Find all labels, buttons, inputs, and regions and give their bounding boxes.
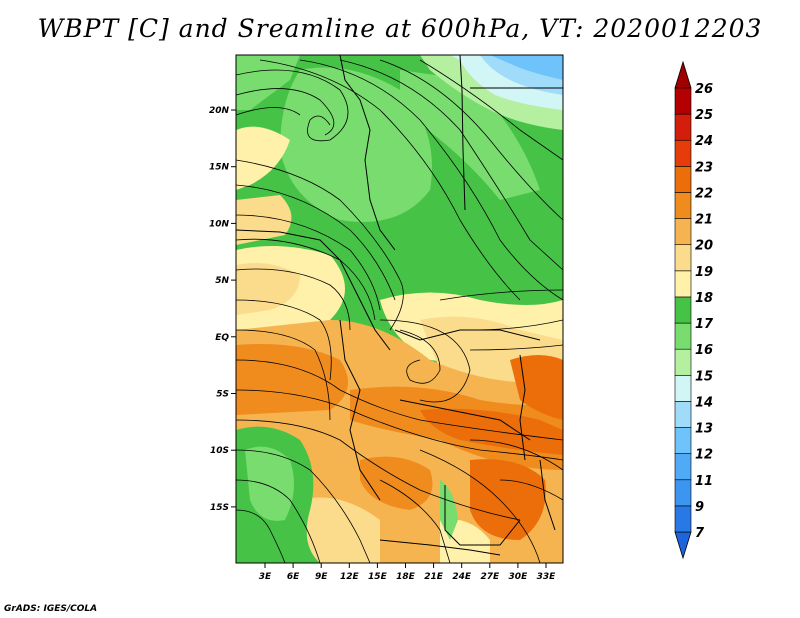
colorbar-label: 25 bbox=[695, 108, 713, 123]
colorbar-swatch bbox=[674, 113, 692, 141]
lon-tick-label: 33E bbox=[537, 572, 557, 582]
country-borders bbox=[236, 55, 563, 556]
colorbar-swatch bbox=[674, 244, 692, 272]
colorbar-label: 11 bbox=[695, 474, 713, 489]
lon-tick-label: 24E bbox=[452, 572, 472, 582]
colorbar-label: 24 bbox=[695, 134, 713, 149]
colorbar-label: 21 bbox=[695, 213, 713, 228]
chart-title: WBPT [C] and Sreamline at 600hPa, VT: 20… bbox=[37, 14, 763, 43]
colorbar-label: 12 bbox=[695, 448, 713, 463]
colorbar-swatch bbox=[674, 322, 692, 350]
colorbar: 7 9 11 12 13 14 15 16 17 18 19 20 21 22 23 24 25 26 bbox=[674, 60, 714, 560]
colorbar-label: 9 bbox=[695, 500, 704, 515]
colorbar-swatch bbox=[674, 479, 692, 507]
lon-tick-label: 30E bbox=[509, 572, 529, 582]
colorbar-label: 23 bbox=[695, 160, 713, 175]
colorbar-swatch bbox=[674, 139, 692, 167]
lon-axis: 3E 6E 9E 12E 15E 18E 21E 24E 27E 30E 33E bbox=[259, 563, 556, 582]
lon-tick-label: 9E bbox=[315, 572, 328, 582]
colorbar-label: 15 bbox=[695, 369, 713, 384]
colorbar-label: 14 bbox=[695, 395, 713, 410]
lon-tick-label: 21E bbox=[424, 572, 444, 582]
lat-tick-label: 10S bbox=[210, 446, 229, 456]
colorbar-label: 13 bbox=[695, 422, 713, 437]
lat-tick-label: EQ bbox=[215, 333, 229, 343]
colorbar-swatch bbox=[674, 348, 692, 376]
colorbar-swatch bbox=[674, 374, 692, 402]
colorbar-swatch bbox=[674, 296, 692, 324]
lon-tick-label: 15E bbox=[368, 572, 388, 582]
lat-tick-label: 5N bbox=[215, 276, 229, 286]
colorbar-label: 22 bbox=[695, 186, 713, 201]
colorbar-label: 16 bbox=[695, 343, 713, 358]
lon-tick-label: 3E bbox=[259, 572, 272, 582]
colorbar-swatch bbox=[674, 87, 692, 115]
lat-axis: 20N 15N 10N 5N EQ 5S 10S 15S bbox=[209, 106, 236, 513]
colorbar-label: 20 bbox=[695, 239, 713, 254]
colorbar-label: 7 bbox=[695, 526, 705, 541]
lat-tick-label: 20N bbox=[209, 106, 230, 116]
colorbar-min-arrow bbox=[674, 531, 692, 560]
streamlines bbox=[236, 59, 563, 563]
map-field bbox=[236, 55, 563, 563]
colorbar-label: 26 bbox=[695, 82, 713, 97]
lon-tick-label: 6E bbox=[287, 572, 300, 582]
colorbar-label: 18 bbox=[695, 291, 713, 306]
map-frame bbox=[235, 54, 564, 564]
lat-tick-label: 5S bbox=[216, 390, 229, 400]
grads-credit: GrADS: IGES/COLA bbox=[4, 604, 98, 614]
colorbar-swatch bbox=[674, 453, 692, 481]
colorbar-swatch bbox=[674, 166, 692, 193]
lon-tick-label: 18E bbox=[396, 572, 416, 582]
lat-tick-label: 15N bbox=[209, 163, 230, 173]
lat-tick-label: 10N bbox=[209, 219, 230, 229]
lon-tick-label: 27E bbox=[480, 572, 500, 582]
colorbar-swatch bbox=[674, 192, 692, 219]
colorbar-label: 19 bbox=[695, 265, 713, 280]
colorbar-swatch bbox=[674, 218, 692, 246]
colorbar-swatch bbox=[674, 427, 692, 454]
colorbar-label: 17 bbox=[695, 317, 714, 332]
colorbar-swatch bbox=[674, 401, 692, 428]
colorbar-max-arrow bbox=[674, 60, 692, 89]
lon-tick-label: 12E bbox=[340, 572, 360, 582]
colorbar-swatch bbox=[674, 505, 692, 533]
lat-tick-label: 15S bbox=[210, 503, 229, 513]
colorbar-swatch bbox=[674, 270, 692, 298]
